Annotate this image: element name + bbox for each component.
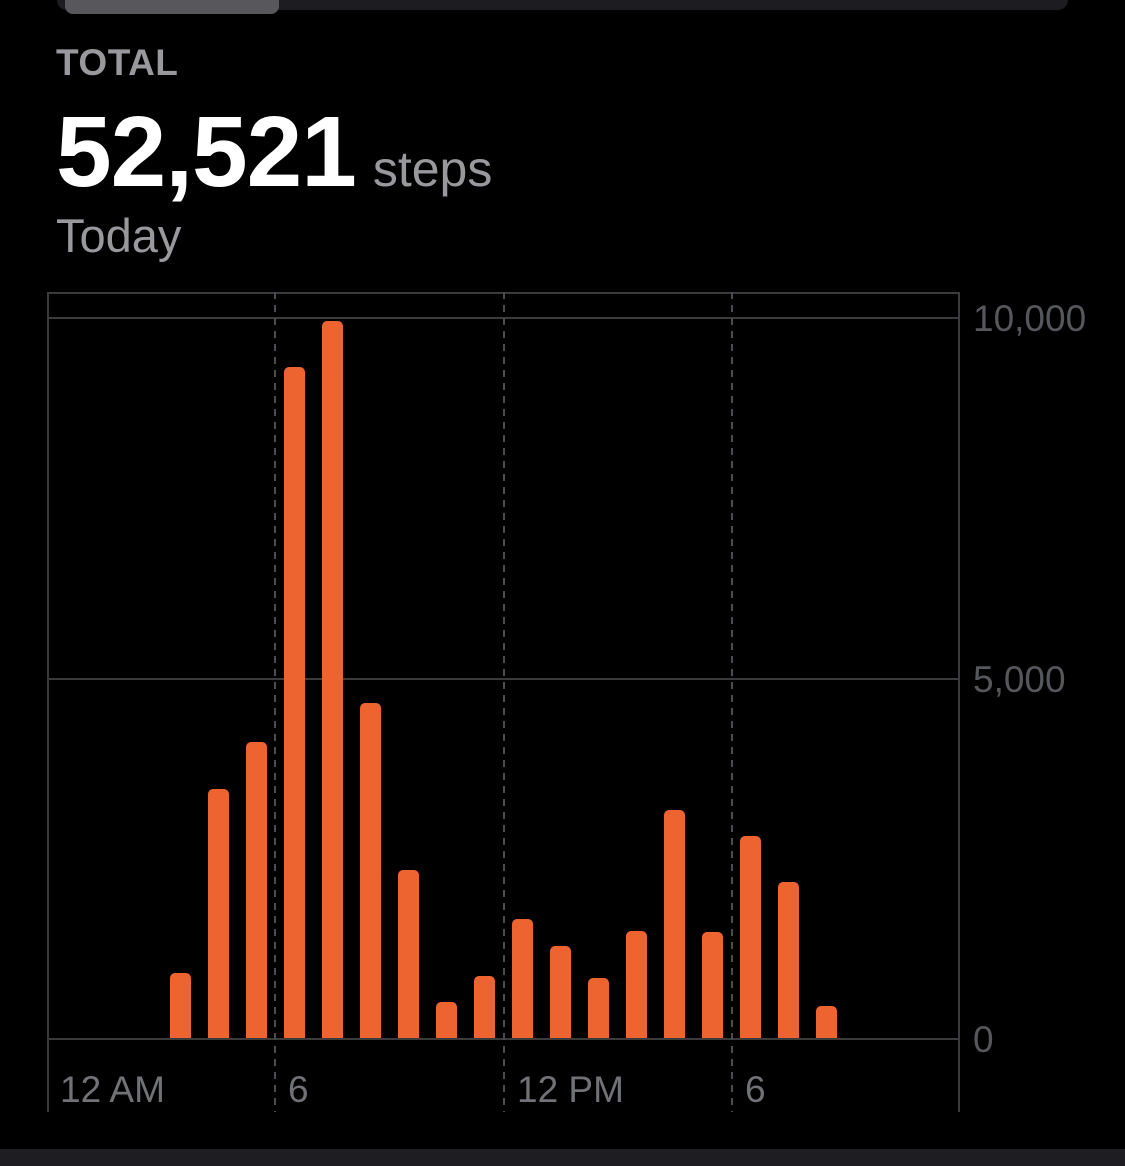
hourly-steps-bar[interactable]	[702, 932, 723, 1038]
total-eyebrow-label: TOTAL	[56, 42, 179, 83]
x-axis-tick-label: 6	[745, 1069, 766, 1110]
hourly-steps-bar[interactable]	[360, 703, 381, 1038]
hourly-steps-bar[interactable]	[284, 367, 305, 1038]
total-value-row: 52,521 steps	[56, 102, 492, 202]
hourly-steps-bar[interactable]	[436, 1002, 457, 1038]
total-steps-unit: steps	[372, 141, 493, 197]
hourly-steps-bar[interactable]	[816, 1006, 837, 1038]
chart-right-edge	[958, 292, 960, 1112]
chart-left-edge	[47, 292, 49, 1112]
time-range-segmented-control[interactable]	[57, 0, 1068, 10]
period-label: Today	[56, 209, 182, 262]
x-axis-tick-label: 12 AM	[60, 1069, 165, 1110]
y-axis-tick-label: 5,000	[973, 659, 1066, 700]
hourly-steps-bar[interactable]	[588, 978, 609, 1038]
next-card-edge	[0, 1149, 1125, 1166]
hourly-steps-bar[interactable]	[322, 321, 343, 1038]
y-axis-tick-label: 0	[973, 1019, 994, 1060]
hourly-steps-bar[interactable]	[778, 882, 799, 1038]
total-steps-value: 52,521	[56, 96, 357, 208]
hourly-steps-bar[interactable]	[398, 870, 419, 1038]
hourly-steps-bar[interactable]	[740, 836, 761, 1038]
hourly-steps-bar[interactable]	[512, 919, 533, 1038]
hourly-steps-bar[interactable]	[208, 789, 229, 1038]
segmented-control-selected-pill[interactable]	[65, 0, 279, 14]
x-axis-tick-label: 6	[288, 1069, 309, 1110]
hourly-steps-bar[interactable]	[170, 973, 191, 1038]
hourly-steps-bar[interactable]	[474, 976, 495, 1038]
x-axis-tick-label: 12 PM	[517, 1069, 624, 1110]
x-gridline-dashed	[274, 292, 276, 1112]
hourly-steps-bar[interactable]	[550, 946, 571, 1038]
x-gridline-dashed	[503, 292, 505, 1112]
hourly-steps-bar[interactable]	[626, 931, 647, 1038]
x-gridline-dashed	[731, 292, 733, 1112]
hourly-steps-bar[interactable]	[246, 742, 267, 1038]
y-axis-tick-label: 10,000	[973, 298, 1087, 339]
hourly-steps-bar[interactable]	[664, 810, 685, 1038]
